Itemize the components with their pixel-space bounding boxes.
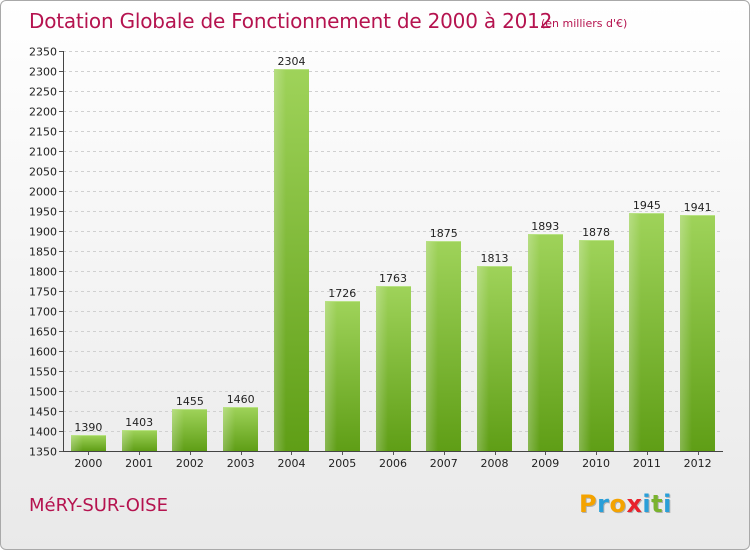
y-tick-label: 2300 <box>29 66 57 79</box>
bar-value-label: 1403 <box>125 416 153 429</box>
bar-value-label: 1945 <box>633 199 661 212</box>
x-tick-label: 2009 <box>531 457 559 470</box>
x-tick-label: 2000 <box>74 457 102 470</box>
y-tick-label: 1700 <box>29 306 57 319</box>
x-tick-label: 2007 <box>430 457 458 470</box>
axes <box>63 51 723 452</box>
x-tick-label: 2012 <box>684 457 712 470</box>
bar-highlight <box>426 241 438 451</box>
y-tick-label: 1850 <box>29 246 57 259</box>
bar-highlight <box>528 234 540 451</box>
bar-value-label: 1875 <box>430 227 458 240</box>
logo-letter: i <box>642 490 652 518</box>
bar-highlight <box>172 409 184 451</box>
bar-value-label: 2304 <box>277 55 305 68</box>
y-tick-label: 1950 <box>29 206 57 219</box>
logo-letter: i <box>663 490 672 518</box>
x-tick-label: 2005 <box>328 457 356 470</box>
x-tick-label: 2008 <box>481 457 509 470</box>
y-tick-label: 1600 <box>29 346 57 359</box>
y-tick-label: 1500 <box>29 386 57 399</box>
y-tick-label: 2050 <box>29 166 57 179</box>
bar-highlight <box>325 301 337 451</box>
bar-value-label: 1763 <box>379 272 407 285</box>
y-axis-ticks: 1350 1400 1450 1500 1550 1600 1650 1700 1750 1800… <box>29 46 63 459</box>
y-tick-label: 1750 <box>29 286 57 299</box>
bar-highlight <box>629 213 641 451</box>
y-tick-label: 1450 <box>29 406 57 419</box>
bars: 1390 1403 1455 1460 2304 1726 1763 1875 1813 1893… <box>71 55 715 451</box>
y-tick-label: 2250 <box>29 86 57 99</box>
chart-subtitle: (en milliers d'€) <box>541 17 628 30</box>
bar-highlight <box>376 286 388 451</box>
bar-value-label: 1941 <box>684 201 712 214</box>
commune-name: MéRY-SUR-OISE <box>29 495 168 516</box>
x-tick-label: 2006 <box>379 457 407 470</box>
logo-letter: o <box>609 490 627 518</box>
logo-letter: t <box>651 490 664 518</box>
bar-value-label: 1726 <box>328 287 356 300</box>
logo-letter: P <box>579 490 598 518</box>
x-tick-label: 2001 <box>125 457 153 470</box>
x-tick-label: 2011 <box>633 457 661 470</box>
y-tick-label: 1650 <box>29 326 57 339</box>
x-axis-ticks: 2000 2001 2002 2003 2004 2005 2006 2007 2008 2009… <box>74 451 712 470</box>
bar-value-label: 1455 <box>176 395 204 408</box>
bar-value-label: 1390 <box>74 421 102 434</box>
proxiti-logo: Proxiti <box>579 490 672 518</box>
bar-highlight <box>223 407 235 451</box>
bar-value-label: 1893 <box>531 220 559 233</box>
x-tick-label: 2010 <box>582 457 610 470</box>
y-tick-label: 2100 <box>29 146 57 159</box>
y-tick-label: 2200 <box>29 106 57 119</box>
bar-highlight <box>122 430 134 451</box>
bar-highlight <box>477 266 489 451</box>
bar-value-label: 1460 <box>227 393 255 406</box>
y-tick-label: 2150 <box>29 126 57 139</box>
logo-letter: r <box>597 490 610 518</box>
y-tick-label: 2000 <box>29 186 57 199</box>
y-tick-label: 2350 <box>29 46 57 59</box>
bar-highlight <box>579 240 591 451</box>
x-tick-label: 2004 <box>277 457 305 470</box>
chart-title: Dotation Globale de Fonctionnement de 20… <box>29 9 553 33</box>
bar-highlight <box>274 69 286 451</box>
bar-highlight <box>680 215 692 451</box>
logo-letter: x <box>626 490 643 518</box>
y-tick-label: 1900 <box>29 226 57 239</box>
y-tick-label: 1400 <box>29 426 57 439</box>
y-tick-label: 1800 <box>29 266 57 279</box>
bar-value-label: 1878 <box>582 226 610 239</box>
y-tick-label: 1550 <box>29 366 57 379</box>
x-tick-label: 2003 <box>227 457 255 470</box>
x-tick-label: 2002 <box>176 457 204 470</box>
bar-highlight <box>71 435 83 451</box>
y-tick-label: 1350 <box>29 446 57 459</box>
bar-value-label: 1813 <box>481 252 509 265</box>
